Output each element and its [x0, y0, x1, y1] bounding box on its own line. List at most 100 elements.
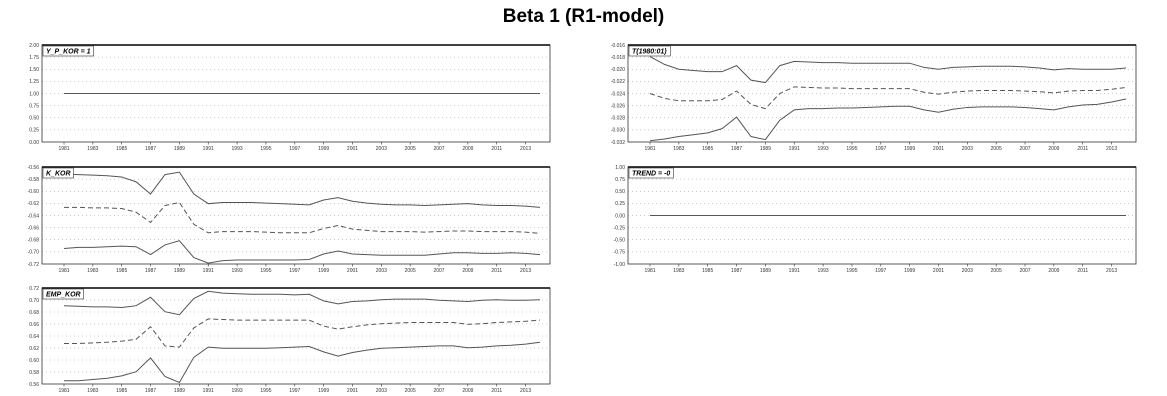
- y-tick-label: 0.72: [29, 286, 39, 292]
- x-tick-label: 2011: [1077, 268, 1088, 274]
- series-line-estimate: [64, 201, 541, 234]
- x-tick-label: 1981: [58, 268, 69, 274]
- series-line-bound: [63, 290, 541, 316]
- y-tick-label: -0.032: [611, 140, 625, 146]
- chart-panel: -0.016 -0.018 -0.020 -0.022 -0.024 -0.026 -0.0…: [611, 43, 1137, 152]
- x-tick-label: 2007: [433, 388, 444, 394]
- x-tick-label: 1989: [174, 388, 185, 394]
- x-tick-label: 2001: [933, 268, 944, 274]
- figure-title: Beta 1 (R1-model): [502, 6, 665, 27]
- y-tick-label: 0.50: [615, 189, 625, 195]
- x-tick-label: 2003: [376, 146, 387, 152]
- x-tick-label: 2003: [376, 268, 387, 274]
- x-tick-label: 1983: [673, 268, 684, 274]
- x-tick-label: 1981: [644, 146, 655, 152]
- x-tick-label: 1985: [702, 268, 713, 274]
- y-tick-label: -0.70: [28, 250, 40, 256]
- chart-panel: 0.72 0.70 0.68 0.66 0.64 0.62 0.60 0.58 0.56 1981…: [29, 286, 551, 394]
- x-tick-label: 1993: [818, 268, 829, 274]
- y-tick-label: -1.00: [614, 262, 626, 268]
- x-tick-label: 1997: [875, 146, 886, 152]
- y-tick-label: -0.026: [611, 103, 625, 109]
- x-tick-label: 1991: [203, 388, 214, 394]
- x-tick-label: 1985: [116, 268, 127, 274]
- y-tick-label: 0.00: [615, 213, 625, 219]
- x-tick-label: 1985: [702, 146, 713, 152]
- x-tick-label: 2003: [962, 146, 973, 152]
- x-tick-label: 1985: [116, 146, 127, 152]
- y-tick-label: 0.00: [29, 140, 39, 146]
- x-tick-label: 1995: [260, 388, 271, 394]
- x-tick-label: 2007: [1019, 146, 1030, 152]
- x-tick-label: 2009: [1048, 146, 1059, 152]
- y-tick-label: 1.00: [615, 165, 625, 171]
- x-tick-label: 1995: [846, 146, 857, 152]
- x-tick-label: 2007: [433, 268, 444, 274]
- x-tick-label: 1995: [260, 146, 271, 152]
- y-tick-label: -0.030: [611, 128, 625, 134]
- x-tick-label: 2009: [462, 388, 473, 394]
- series-line-bound: [64, 341, 541, 384]
- x-tick-label: 1983: [87, 146, 98, 152]
- y-tick-label: -0.60: [28, 189, 40, 195]
- y-tick-label: 2.00: [29, 43, 39, 49]
- x-tick-label: 1983: [87, 388, 98, 394]
- x-tick-label: 2005: [991, 146, 1002, 152]
- series-line-bound: [649, 98, 1127, 142]
- y-tick-label: 0.75: [615, 177, 625, 183]
- y-tick-label: 0.75: [29, 103, 39, 109]
- x-tick-label: 1991: [789, 146, 800, 152]
- y-tick-label: -0.020: [611, 67, 625, 73]
- x-tick-label: 2005: [405, 388, 416, 394]
- x-tick-label: 2007: [1019, 268, 1030, 274]
- y-tick-label: 1.25: [29, 79, 39, 85]
- chart-panel: 1.00 0.75 0.50 0.25 0.00 -0.25 -0.50 -0.75 -1.00…: [614, 165, 1137, 274]
- x-tick-label: 1993: [818, 146, 829, 152]
- panel-label-box: [42, 167, 74, 179]
- y-tick-label: 1.00: [29, 91, 39, 97]
- x-tick-label: 2013: [520, 268, 531, 274]
- x-tick-label: 1999: [904, 268, 915, 274]
- x-tick-label: 2005: [405, 146, 416, 152]
- x-tick-label: 2001: [347, 146, 358, 152]
- x-tick-label: 2001: [347, 388, 358, 394]
- x-tick-label: 2011: [491, 388, 502, 394]
- series-line-bound: [63, 240, 541, 264]
- panel-label-box: [628, 167, 674, 179]
- x-tick-label: 1997: [289, 146, 300, 152]
- series-line-bound: [649, 56, 1127, 84]
- y-tick-label: 0.58: [29, 370, 39, 376]
- x-tick-label: 1983: [673, 146, 684, 152]
- series-line-estimate: [64, 318, 541, 348]
- x-tick-label: 1983: [87, 268, 98, 274]
- x-tick-label: 2007: [433, 146, 444, 152]
- x-tick-label: 2013: [520, 146, 531, 152]
- x-tick-label: 2001: [933, 146, 944, 152]
- x-tick-label: 1989: [174, 146, 185, 152]
- x-tick-label: 1991: [789, 268, 800, 274]
- x-tick-label: 1999: [318, 268, 329, 274]
- y-tick-label: -0.72: [28, 262, 40, 268]
- x-tick-label: 1993: [232, 146, 243, 152]
- series-line-estimate: [649, 86, 1127, 110]
- x-tick-label: 1991: [203, 268, 214, 274]
- panel-label-box: [42, 45, 94, 57]
- y-tick-label: -0.028: [611, 116, 625, 122]
- x-tick-label: 1999: [318, 388, 329, 394]
- x-tick-label: 2003: [962, 268, 973, 274]
- x-tick-label: 1981: [58, 146, 69, 152]
- y-tick-label: 0.64: [29, 334, 39, 340]
- x-tick-label: 2011: [491, 268, 502, 274]
- x-tick-label: 1985: [116, 388, 127, 394]
- x-tick-label: 2011: [491, 146, 502, 152]
- panel-label: TREND = -0: [632, 171, 670, 178]
- y-tick-label: -0.75: [614, 250, 626, 256]
- x-tick-label: 1987: [145, 388, 156, 394]
- panel-label: T(1980:01): [632, 49, 667, 56]
- x-tick-label: 2001: [347, 268, 358, 274]
- panel-label: K_KOR: [46, 171, 71, 178]
- panel-label-box: [42, 288, 84, 300]
- panel-label-box: [628, 45, 671, 57]
- y-tick-label: 0.56: [29, 382, 39, 388]
- y-tick-label: -0.68: [28, 238, 40, 244]
